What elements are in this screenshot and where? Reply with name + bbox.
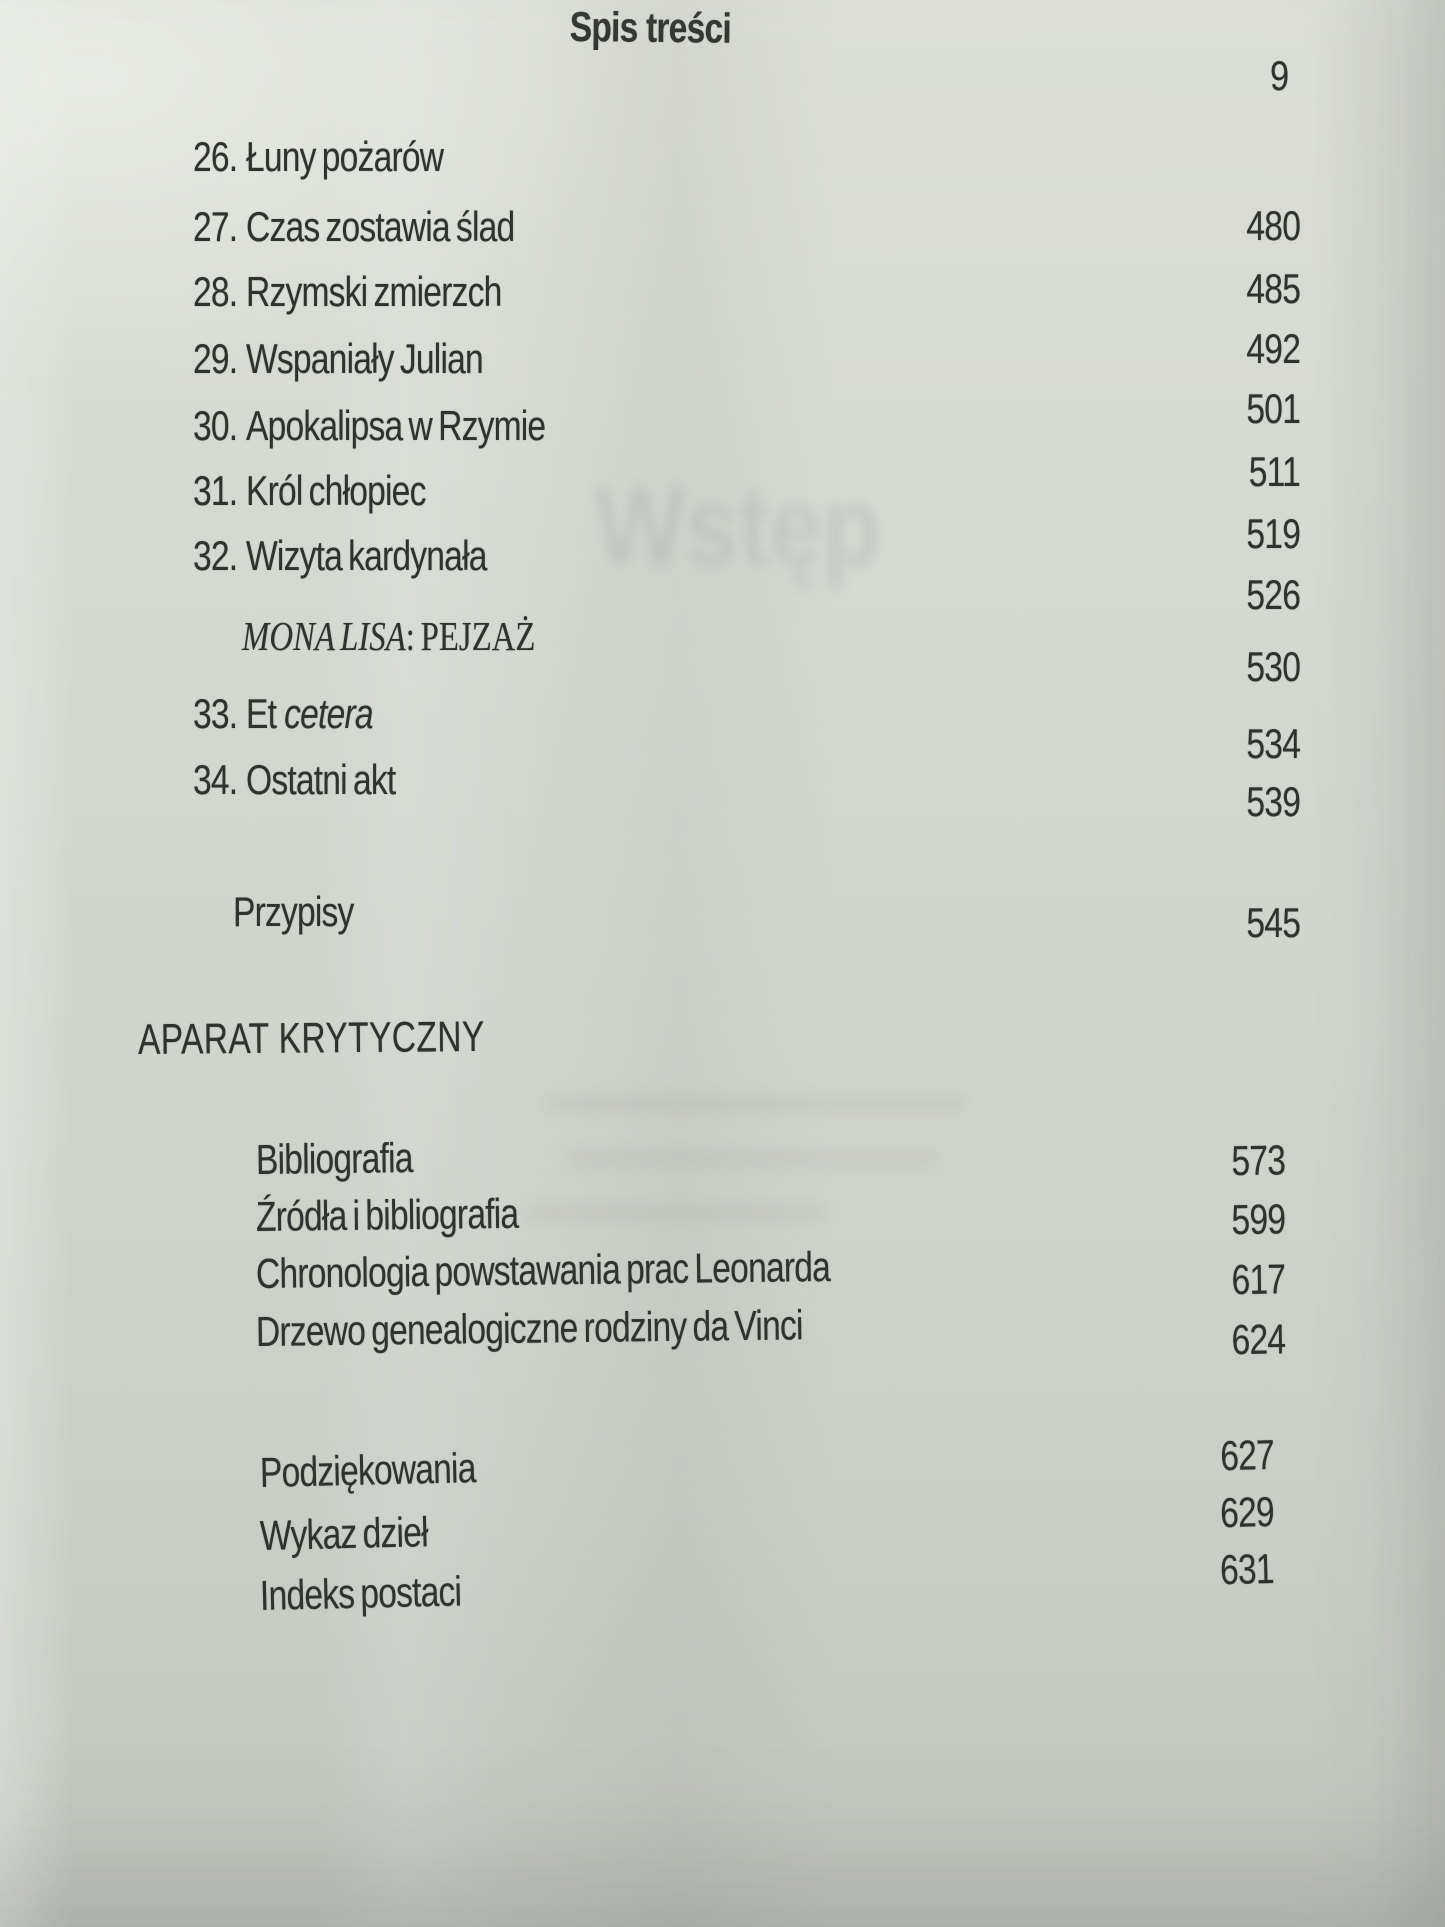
chapter-title: Król chłopiec xyxy=(246,467,426,514)
backmatter-title: Indeks postaci xyxy=(259,1567,462,1619)
page-number: 501 xyxy=(1246,385,1300,432)
chapter-number: 32. xyxy=(193,532,238,579)
page-number: 492 xyxy=(1246,325,1300,372)
interlude-title: MONA LISA: PEJZAŻ xyxy=(242,612,535,660)
showthrough-ghost-text: Wstęp xyxy=(595,464,881,589)
toc-row: Drzewo genealogiczne rodziny da Vinci 62… xyxy=(255,1295,1286,1363)
toc-row: 28. Rzymski zmierzch 492 xyxy=(193,268,1301,372)
toc-row: Bibliografia 573 xyxy=(256,1123,1286,1186)
chapter-title: Wspaniały Julian xyxy=(246,335,484,382)
appendix-title: Drzewo genealogiczne rodziny da Vinci xyxy=(255,1301,803,1355)
chapter-title-italic: cetera xyxy=(284,690,373,737)
chapter-number: 33. xyxy=(193,690,238,737)
showthrough-smudge xyxy=(545,1096,965,1112)
toc-row: Wykaz dzieł 629 xyxy=(259,1488,1275,1562)
page-number: 530 xyxy=(1246,643,1300,690)
chapter-title: Ostatni akt xyxy=(246,756,396,803)
page-number: 480 xyxy=(1246,202,1300,249)
page-folio: 9 xyxy=(1270,52,1289,99)
toc-row: 29. Wspaniały Julian 501 xyxy=(193,335,1301,432)
chapter-title: Łuny pożarów xyxy=(246,133,444,180)
section-heading: APARAT KRYTYCZNY xyxy=(138,1012,583,1065)
chapter-number: 31. xyxy=(193,467,238,514)
chapter-number: 34. xyxy=(193,756,238,803)
toc-row: 26. Łuny pożarów 480 xyxy=(193,133,1301,249)
toc-row: Indeks postaci 631 xyxy=(259,1545,1274,1622)
toc-row: 30. Apokalipsa w Rzymie 511 xyxy=(193,402,1301,495)
page-number: 627 xyxy=(1219,1431,1275,1480)
toc-row: Źródła i bibliografia 599 xyxy=(256,1180,1286,1243)
page-number: 526 xyxy=(1246,571,1300,618)
page-number: 511 xyxy=(1248,448,1301,495)
page-number: 539 xyxy=(1246,778,1300,825)
backmatter-title: Wykaz dzieł xyxy=(259,1508,429,1559)
showthrough-smudge xyxy=(525,1206,825,1220)
toc-row: 32. Wizyta kardynała 526 xyxy=(193,532,1301,618)
chapter-title: Et cetera xyxy=(246,690,374,738)
interlude-title-rest: : PEJZAŻ xyxy=(405,613,536,659)
appendix-title: Bibliografia xyxy=(255,1134,413,1183)
page-number: 629 xyxy=(1219,1488,1275,1537)
page-number: 573 xyxy=(1231,1136,1286,1185)
page-number: 631 xyxy=(1219,1545,1275,1594)
toc-row: Chronologia powstawania prac Leonarda 61… xyxy=(255,1237,1286,1303)
page-number: 534 xyxy=(1246,720,1300,767)
toc-row: 31. Król chłopiec 519 xyxy=(193,467,1301,557)
appendix-title: Źródła i bibliografia xyxy=(255,1189,519,1240)
toc-row-interlude: MONA LISA: PEJZAŻ 530 xyxy=(193,612,1301,690)
chapter-number: 30. xyxy=(193,402,238,449)
toc-row: 33. Et cetera 534 xyxy=(193,690,1301,767)
toc-row: 27. Czas zostawia ślad 485 xyxy=(193,203,1301,312)
page-number: 545 xyxy=(1246,899,1300,946)
section-heading-text: APARAT KRYTYCZNY xyxy=(137,1012,485,1064)
chapter-title: Czas zostawia ślad xyxy=(246,203,515,250)
chapter-title: Apokalipsa w Rzymie xyxy=(246,402,546,449)
chapter-title: Rzymski zmierzch xyxy=(246,268,502,315)
interlude-title-italic: MONA LISA xyxy=(242,613,406,659)
toc-row: Przypisy 545 xyxy=(193,888,1301,946)
chapter-number: 27. xyxy=(193,203,238,250)
backmatter-title: Podziękowania xyxy=(259,1444,477,1496)
page-number: 519 xyxy=(1246,510,1300,557)
chapter-title: Wizyta kardynała xyxy=(246,532,487,579)
chapter-title: Przypisy xyxy=(233,888,354,935)
toc-row: Podziękowania 627 xyxy=(259,1426,1274,1499)
page-number: 485 xyxy=(1246,265,1300,312)
showthrough-smudge xyxy=(565,1152,940,1166)
chapter-number: 29. xyxy=(193,335,238,382)
page-number: 624 xyxy=(1231,1315,1286,1364)
chapter-number: 28. xyxy=(193,268,238,315)
toc-row: 34. Ostatni akt 539 xyxy=(193,756,1301,825)
chapter-title-prefix: Et xyxy=(246,690,277,737)
running-head: Spis treści xyxy=(569,3,732,52)
chapter-number: 26. xyxy=(193,133,238,180)
appendix-title: Chronologia powstawania prac Leonarda xyxy=(255,1242,831,1297)
